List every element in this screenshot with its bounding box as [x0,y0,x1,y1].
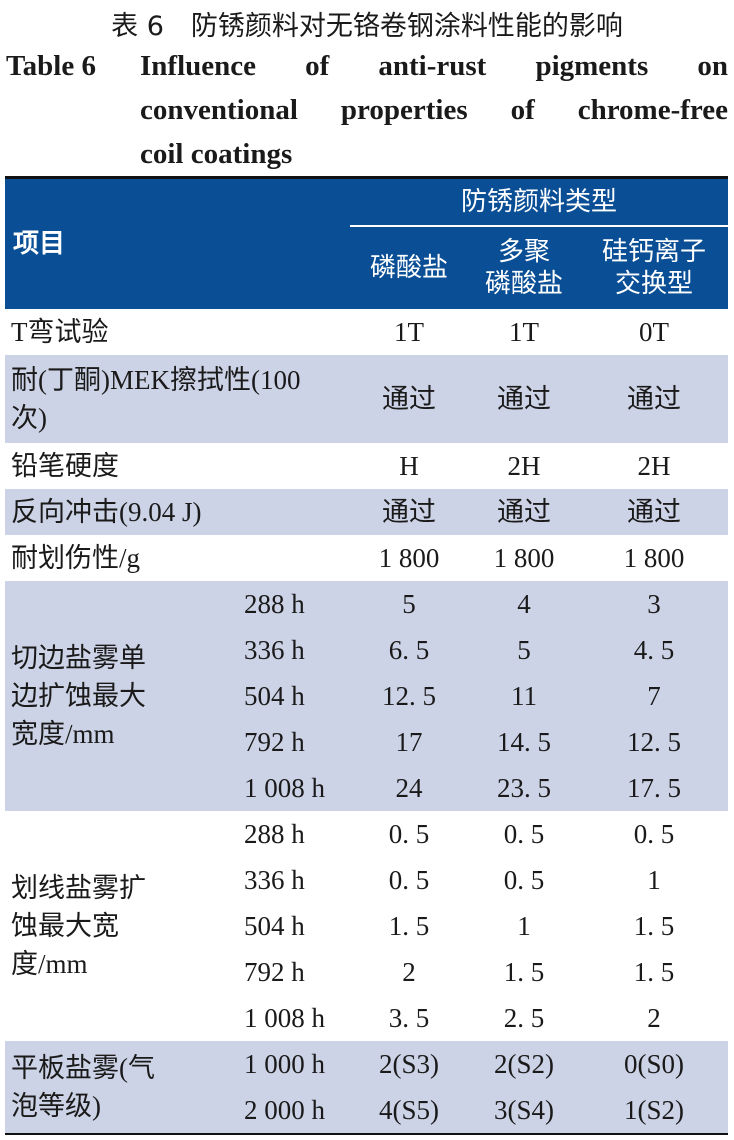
cell-value: 3 [580,581,729,627]
cell-value: 1T [509,317,540,347]
cell-value: 1 800 [623,543,685,573]
group-label: 划线盐雾扩蚀最大宽度/mm [11,873,146,979]
cell-value: 通过 [580,355,729,443]
cell-value: 0. 5 [503,819,545,849]
cell-value: 1(S2) [580,1087,729,1134]
table-row: 平板盐雾(气泡等级) 1 000 h 2(S3) 2(S2) 0(S0) [5,1041,729,1134]
cell-value: 17. 5 [580,765,729,811]
cell-value: 通过 [468,355,581,443]
table-row: 耐(丁酮)MEK擦拭性(100次) 通过 通过 通过 [5,355,729,443]
group-label: 平板盐雾(气泡等级) [5,1041,222,1134]
row-time: 1 008 h [244,1003,325,1033]
row-label: 耐划伤性/g [11,543,141,573]
cell-value: 11 [468,673,581,719]
row-time: 792 h [244,957,305,987]
header-column: 磷酸盐 [350,226,469,309]
cell-value: 23. 5 [468,765,581,811]
table-row: 504 h 12. 5 11 7 [5,673,729,719]
cell-value: 2(S2) [468,1041,581,1087]
table-row: 划线盐雾扩蚀最大宽度/mm 288 h 0. 5 0. 5 0. 5 [5,811,728,979]
cell-value: 7 [580,673,729,719]
table-row: 336 h 6. 5 5 4. 5 [5,627,729,673]
cell-value: 1. 5 [388,911,430,941]
cell-value: 12. 5 [580,719,729,765]
cell-value: 通过 [350,489,469,535]
cell-value: 1T [394,317,425,347]
cell-value: 1 800 [493,543,555,573]
cell-value: 4. 5 [580,627,729,673]
cell-value: 2H [637,451,671,481]
cell-value: 5 [468,627,581,673]
table-row: 792 h 2 1. 5 1. 5 [5,949,728,995]
cell-value: 2 [402,957,416,987]
header-column: 多聚 磷酸盐 [468,226,581,309]
table-row: 2 000 h 4(S5) 3(S4) 1(S2) [5,1087,729,1134]
cell-value: 通过 [350,355,469,443]
cell-value: 14. 5 [468,719,581,765]
caption-line-1: Influence of anti-rust pigments on [140,50,728,82]
table-row: 1 008 h 3. 5 2. 5 2 [5,995,728,1041]
table-row: 792 h 17 14. 5 12. 5 [5,719,729,765]
cell-value: 2H [507,451,541,481]
data-table: 项目 防锈颜料类型 磷酸盐 多聚 磷酸盐 硅钙离子 交换型 T弯试验 1T 1T 0T 耐(… [5,176,729,1135]
table-row: 反向冲击(9.04 J) 通过 通过 通过 [5,489,729,535]
header-column: 硅钙离子 交换型 [580,226,729,309]
row-time: 1 000 h [222,1041,351,1087]
cell-value: 12. 5 [350,673,469,719]
row-label: 铅笔硬度 [11,451,119,481]
cell-value: 2 [647,1003,661,1033]
cell-value: H [399,451,419,481]
cell-value: 1 [517,911,531,941]
cell-value: 0. 5 [503,865,545,895]
row-label: T弯试验 [11,317,109,347]
table-row: 336 h 0. 5 0. 5 1 [5,857,728,903]
cell-value: 0(S0) [580,1041,729,1087]
row-time: 2 000 h [222,1087,351,1134]
cell-value: 4 [468,581,581,627]
cell-value: 0. 5 [388,865,430,895]
row-time: 336 h [222,627,351,673]
cell-value: 17 [350,719,469,765]
row-time: 288 h [222,581,351,627]
cell-value: 3. 5 [388,1003,430,1033]
row-time: 504 h [222,673,351,719]
table-row: 504 h 1. 5 1 1. 5 [5,903,728,949]
header-item: 项目 [5,177,351,309]
table-label: Table 6 [6,50,96,82]
cell-value: 24 [350,765,469,811]
cell-value: 5 [350,581,469,627]
cell-value: 1. 5 [633,957,675,987]
cell-value: 1. 5 [633,911,675,941]
row-label: 耐(丁酮)MEK擦拭性(100次) [5,355,351,443]
cell-value: 2(S3) [350,1041,469,1087]
group-label: 切边盐雾单边扩蚀最大宽度/mm [5,581,222,811]
table-caption-cn: 表 6 防锈颜料对无铬卷钢涂料性能的影响 [111,11,623,42]
caption-line-3: coil coatings [140,138,293,170]
cell-value: 通过 [580,489,729,535]
cell-value: 0T [639,317,670,347]
cell-value: 1 800 [378,543,440,573]
cell-value: 通过 [468,489,581,535]
cell-value: 1 [647,865,661,895]
row-time: 504 h [244,911,305,941]
cell-value: 4(S5) [350,1087,469,1134]
header-group: 防锈颜料类型 [350,177,729,227]
cell-value: 1. 5 [503,957,545,987]
cell-value: 3(S4) [468,1087,581,1134]
row-time: 336 h [244,865,305,895]
cell-value: 0. 5 [388,819,430,849]
caption-line-2: conventional properties of chrome-free [140,94,728,126]
row-time: 792 h [222,719,351,765]
cell-value: 2. 5 [503,1003,545,1033]
row-label: 反向冲击(9.04 J) [5,489,351,535]
table-row: 铅笔硬度 H 2H 2H [5,443,728,489]
row-time: 288 h [244,819,305,849]
table-row: 1 008 h 24 23. 5 17. 5 [5,765,729,811]
cell-value: 6. 5 [350,627,469,673]
table-row: T弯试验 1T 1T 0T [5,309,728,355]
table-row: 耐划伤性/g 1 800 1 800 1 800 [5,535,728,581]
row-time: 1 008 h [222,765,351,811]
cell-value: 0. 5 [633,819,675,849]
